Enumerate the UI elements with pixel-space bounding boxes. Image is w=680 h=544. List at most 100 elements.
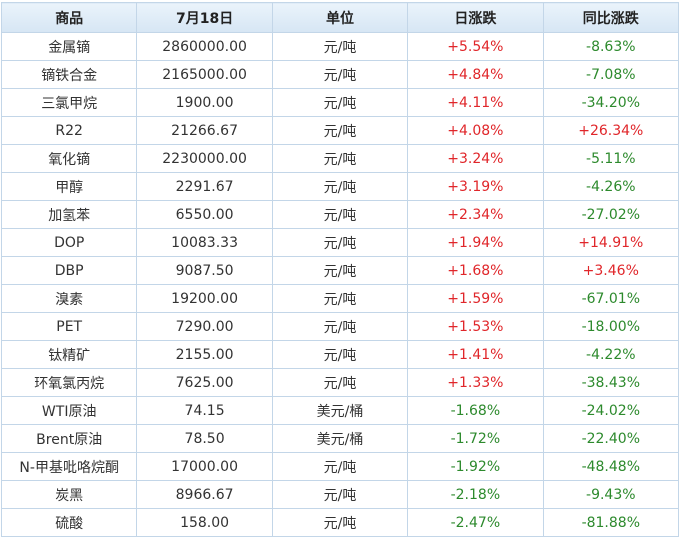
header-cell: 商品 [0,2,138,33]
table-row: 硫酸 158.00 元/吨 -2.47% -81.88% [0,508,680,537]
table-cell: 元/吨 [271,88,409,117]
table-cell: 元/吨 [271,144,409,173]
table-cell: -4.22% [542,340,680,369]
table-cell: 元/吨 [271,172,409,201]
table-row: DOP 10083.33 元/吨 +1.94% +14.91% [0,228,680,257]
table-cell: -67.01% [542,284,680,313]
table-cell: -34.20% [542,88,680,117]
table-cell: +5.54% [407,32,544,61]
table-row: 加氢苯 6550.00 元/吨 +2.34% -27.02% [0,200,680,229]
table-cell: +4.84% [407,60,544,89]
table-cell: +1.41% [407,340,544,369]
table-cell: -1.72% [407,424,544,453]
table-cell: 6550.00 [136,200,273,229]
table-cell: -2.47% [407,508,544,537]
table-cell: 元/吨 [271,284,409,313]
table-row: Brent原油 78.50 美元/桶 -1.72% -22.40% [0,424,680,453]
table-cell: 金属镝 [0,32,138,61]
table-row: 甲醇 2291.67 元/吨 +3.19% -4.26% [0,172,680,201]
table-cell: +26.34% [542,116,680,145]
table-cell: 镝铁合金 [0,60,138,89]
table-cell: 钛精矿 [0,340,138,369]
table-cell: 元/吨 [271,340,409,369]
header-row: 商品 7月18日 单位 日涨跌 同比涨跌 [0,2,680,33]
table-cell: 加氢苯 [0,200,138,229]
table-cell: 元/吨 [271,508,409,537]
table-cell: +1.59% [407,284,544,313]
table-cell: 1900.00 [136,88,273,117]
table-row: R22 21266.67 元/吨 +4.08% +26.34% [0,116,680,145]
table-cell: 19200.00 [136,284,273,313]
table-cell: +3.24% [407,144,544,173]
table-cell: -24.02% [542,396,680,425]
table-cell: 炭黑 [0,480,138,509]
table-cell: -48.48% [542,452,680,481]
table-row: PET 7290.00 元/吨 +1.53% -18.00% [0,312,680,341]
table-cell: +1.53% [407,312,544,341]
table-cell: 三氯甲烷 [0,88,138,117]
table-cell: 元/吨 [271,200,409,229]
table-cell: -9.43% [542,480,680,509]
table-cell: 10083.33 [136,228,273,257]
table-cell: DBP [0,256,138,285]
table-cell: 元/吨 [271,480,409,509]
table-cell: -27.02% [542,200,680,229]
table-cell: 158.00 [136,508,273,537]
table-cell: +3.19% [407,172,544,201]
header-cell: 同比涨跌 [542,2,680,33]
table-cell: -22.40% [542,424,680,453]
table-cell: +4.08% [407,116,544,145]
table-row: N-甲基吡咯烷酮 17000.00 元/吨 -1.92% -48.48% [0,452,680,481]
table-cell: 2291.67 [136,172,273,201]
table-cell: 元/吨 [271,32,409,61]
table-cell: -1.92% [407,452,544,481]
table-cell: 元/吨 [271,312,409,341]
table-cell: Brent原油 [0,424,138,453]
table-cell: +2.34% [407,200,544,229]
table-row: 金属镝 2860000.00 元/吨 +5.54% -8.63% [0,32,680,61]
table-cell: -1.68% [407,396,544,425]
table-row: 镝铁合金 2165000.00 元/吨 +4.84% -7.08% [0,60,680,89]
table-cell: 元/吨 [271,368,409,397]
table-cell: 7625.00 [136,368,273,397]
table-cell: +14.91% [542,228,680,257]
table-cell: 8966.67 [136,480,273,509]
table-cell: 2860000.00 [136,32,273,61]
table-cell: 美元/桶 [271,396,409,425]
table-cell: -18.00% [542,312,680,341]
table-row: DBP 9087.50 元/吨 +1.68% +3.46% [0,256,680,285]
table-cell: -38.43% [542,368,680,397]
table-cell: 元/吨 [271,228,409,257]
table-row: WTI原油 74.15 美元/桶 -1.68% -24.02% [0,396,680,425]
table-cell: +4.11% [407,88,544,117]
header-cell: 7月18日 [136,2,273,33]
header-cell: 日涨跌 [407,2,544,33]
table-cell: WTI原油 [0,396,138,425]
table-cell: 溴素 [0,284,138,313]
table-cell: R22 [0,116,138,145]
table-cell: 7290.00 [136,312,273,341]
table-cell: +1.33% [407,368,544,397]
table-cell: +3.46% [542,256,680,285]
table-cell: 氧化镝 [0,144,138,173]
table-body: 金属镝 2860000.00 元/吨 +5.54% -8.63% 镝铁合金 2165000.… [0,32,680,537]
table-row: 炭黑 8966.67 元/吨 -2.18% -9.43% [0,480,680,509]
table-cell: 9087.50 [136,256,273,285]
table-row: 三氯甲烷 1900.00 元/吨 +4.11% -34.20% [0,88,680,117]
table-cell: -7.08% [542,60,680,89]
table-cell: 74.15 [136,396,273,425]
table-cell: 元/吨 [271,256,409,285]
table-cell: 78.50 [136,424,273,453]
table-row: 氧化镝 2230000.00 元/吨 +3.24% -5.11% [0,144,680,173]
table-cell: PET [0,312,138,341]
table-cell: 2165000.00 [136,60,273,89]
table-cell: +1.94% [407,228,544,257]
table-cell: 环氧氯丙烷 [0,368,138,397]
table-cell: 2155.00 [136,340,273,369]
table-cell: 硫酸 [0,508,138,537]
table-cell: 元/吨 [271,452,409,481]
table-cell: 21266.67 [136,116,273,145]
table-cell: 甲醇 [0,172,138,201]
